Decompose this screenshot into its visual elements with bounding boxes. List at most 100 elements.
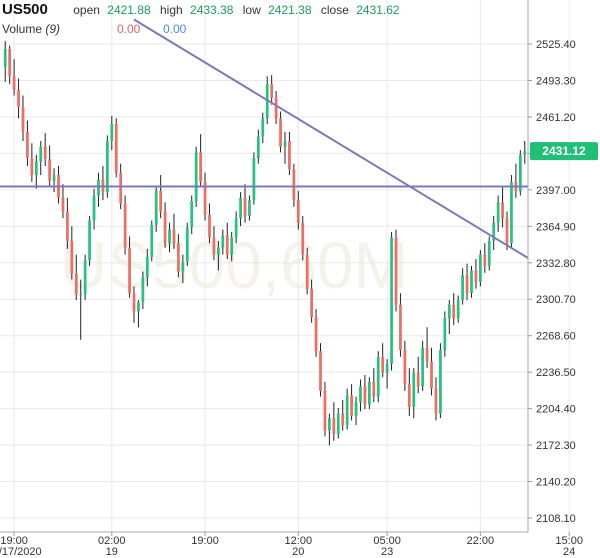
price-tag-bg xyxy=(530,142,598,161)
grid xyxy=(0,0,570,532)
candle-body xyxy=(274,97,278,119)
candle-body xyxy=(194,152,198,202)
candle-body xyxy=(310,288,314,318)
candle-body xyxy=(456,300,460,319)
x-date-label: 20 xyxy=(292,546,304,558)
candle-body xyxy=(505,218,509,244)
candle-body xyxy=(478,254,482,282)
candle-body xyxy=(239,197,242,219)
y-tick-label: 2364.90 xyxy=(536,221,576,233)
candle-body xyxy=(105,141,109,193)
candle-body xyxy=(363,386,367,405)
candle-body xyxy=(225,235,229,255)
y-tick-label: 2397.00 xyxy=(536,185,576,197)
open-label: open xyxy=(73,3,100,17)
candle-body xyxy=(92,195,96,221)
x-date-label: 23 xyxy=(381,546,393,558)
candle-body xyxy=(83,260,87,295)
price-tag-label: 2431.12 xyxy=(542,144,586,158)
candle-body xyxy=(110,123,114,142)
candle-body xyxy=(256,136,260,159)
candle-body xyxy=(154,190,158,226)
candle-body xyxy=(501,202,504,219)
candle-body xyxy=(359,386,362,403)
watermark: US500,60M xyxy=(60,228,409,302)
candle-body xyxy=(336,413,340,435)
symbol-label: US500 xyxy=(2,1,48,18)
low-value: 2421.38 xyxy=(268,3,312,17)
price-axis: 2525.402493.302461.202429.102397.002364.… xyxy=(527,0,576,532)
candle-body xyxy=(323,390,327,431)
candle-body xyxy=(74,273,78,295)
candle-body xyxy=(141,277,145,303)
ohlc-legend: US500 open 2421.88 high 2433.38 low 2421… xyxy=(0,0,400,20)
y-tick-label: 2332.80 xyxy=(536,258,576,270)
candle-body xyxy=(341,413,345,425)
candle-body xyxy=(270,84,274,98)
candle-body xyxy=(17,89,20,107)
candle-body xyxy=(203,181,207,215)
candle-body xyxy=(172,229,176,244)
y-tick-label: 2108.10 xyxy=(536,513,576,525)
candle-body xyxy=(288,141,291,170)
candle-body xyxy=(283,141,287,147)
candle-body xyxy=(474,270,478,282)
drawing-lines xyxy=(0,18,529,259)
candle-body xyxy=(3,48,7,68)
close-label: close xyxy=(320,3,349,17)
candle-body xyxy=(452,304,456,319)
candles xyxy=(3,41,527,446)
candle-body xyxy=(34,161,38,176)
trend-line[interactable] xyxy=(133,18,529,259)
candle-body xyxy=(137,302,140,312)
candle-body xyxy=(332,418,336,435)
candle-body xyxy=(421,347,425,387)
candle-body xyxy=(26,131,29,159)
candle-body xyxy=(21,106,25,132)
candle-body xyxy=(159,190,163,212)
candle-body xyxy=(119,172,123,204)
high-label: high xyxy=(160,3,183,17)
y-tick-label: 2268.60 xyxy=(536,331,576,343)
candle-body xyxy=(434,388,438,414)
y-tick-label: 2204.40 xyxy=(536,404,576,416)
y-tick-label: 2236.50 xyxy=(536,367,576,379)
y-tick-label: 2461.20 xyxy=(536,112,576,124)
candle-body xyxy=(132,293,136,312)
candle-body xyxy=(216,247,220,255)
candle-body xyxy=(199,152,202,182)
candle-body xyxy=(354,402,358,416)
high-value: 2433.38 xyxy=(190,3,234,17)
y-tick-label: 2172.30 xyxy=(536,440,576,452)
candle-body xyxy=(48,159,52,181)
x-tick-label: 19:00 xyxy=(191,535,219,547)
candle-body xyxy=(30,158,34,176)
volume-value-2: 0.00 xyxy=(163,22,187,36)
x-tick-label: 05:00 xyxy=(373,535,401,547)
x-tick-label: 19:00 xyxy=(0,535,28,547)
candle-body xyxy=(52,175,56,181)
candle-body xyxy=(292,169,296,201)
volume-value-1: 0.00 xyxy=(117,22,141,36)
candle-body xyxy=(470,270,473,294)
candle-body xyxy=(221,235,225,248)
candle-body xyxy=(483,254,487,266)
x-date-label: 24 xyxy=(563,546,575,558)
candle-body xyxy=(399,304,402,351)
candle-body xyxy=(425,347,429,362)
last-price-tag: 2431.12 xyxy=(530,142,598,161)
candle-body xyxy=(252,158,256,201)
candle-body xyxy=(350,395,353,416)
candle-body xyxy=(296,200,300,223)
candle-body xyxy=(230,237,234,255)
volume-period: (9) xyxy=(45,22,61,36)
candle-body xyxy=(177,243,180,272)
candle-body xyxy=(465,275,469,294)
y-tick-label: 2493.30 xyxy=(536,75,576,87)
open-value: 2421.88 xyxy=(107,3,151,17)
candle-body xyxy=(301,222,305,255)
volume-legend: Volume (9) 0.00 0.00 xyxy=(2,20,186,38)
candle-body xyxy=(328,418,331,431)
candle-body xyxy=(496,202,500,223)
